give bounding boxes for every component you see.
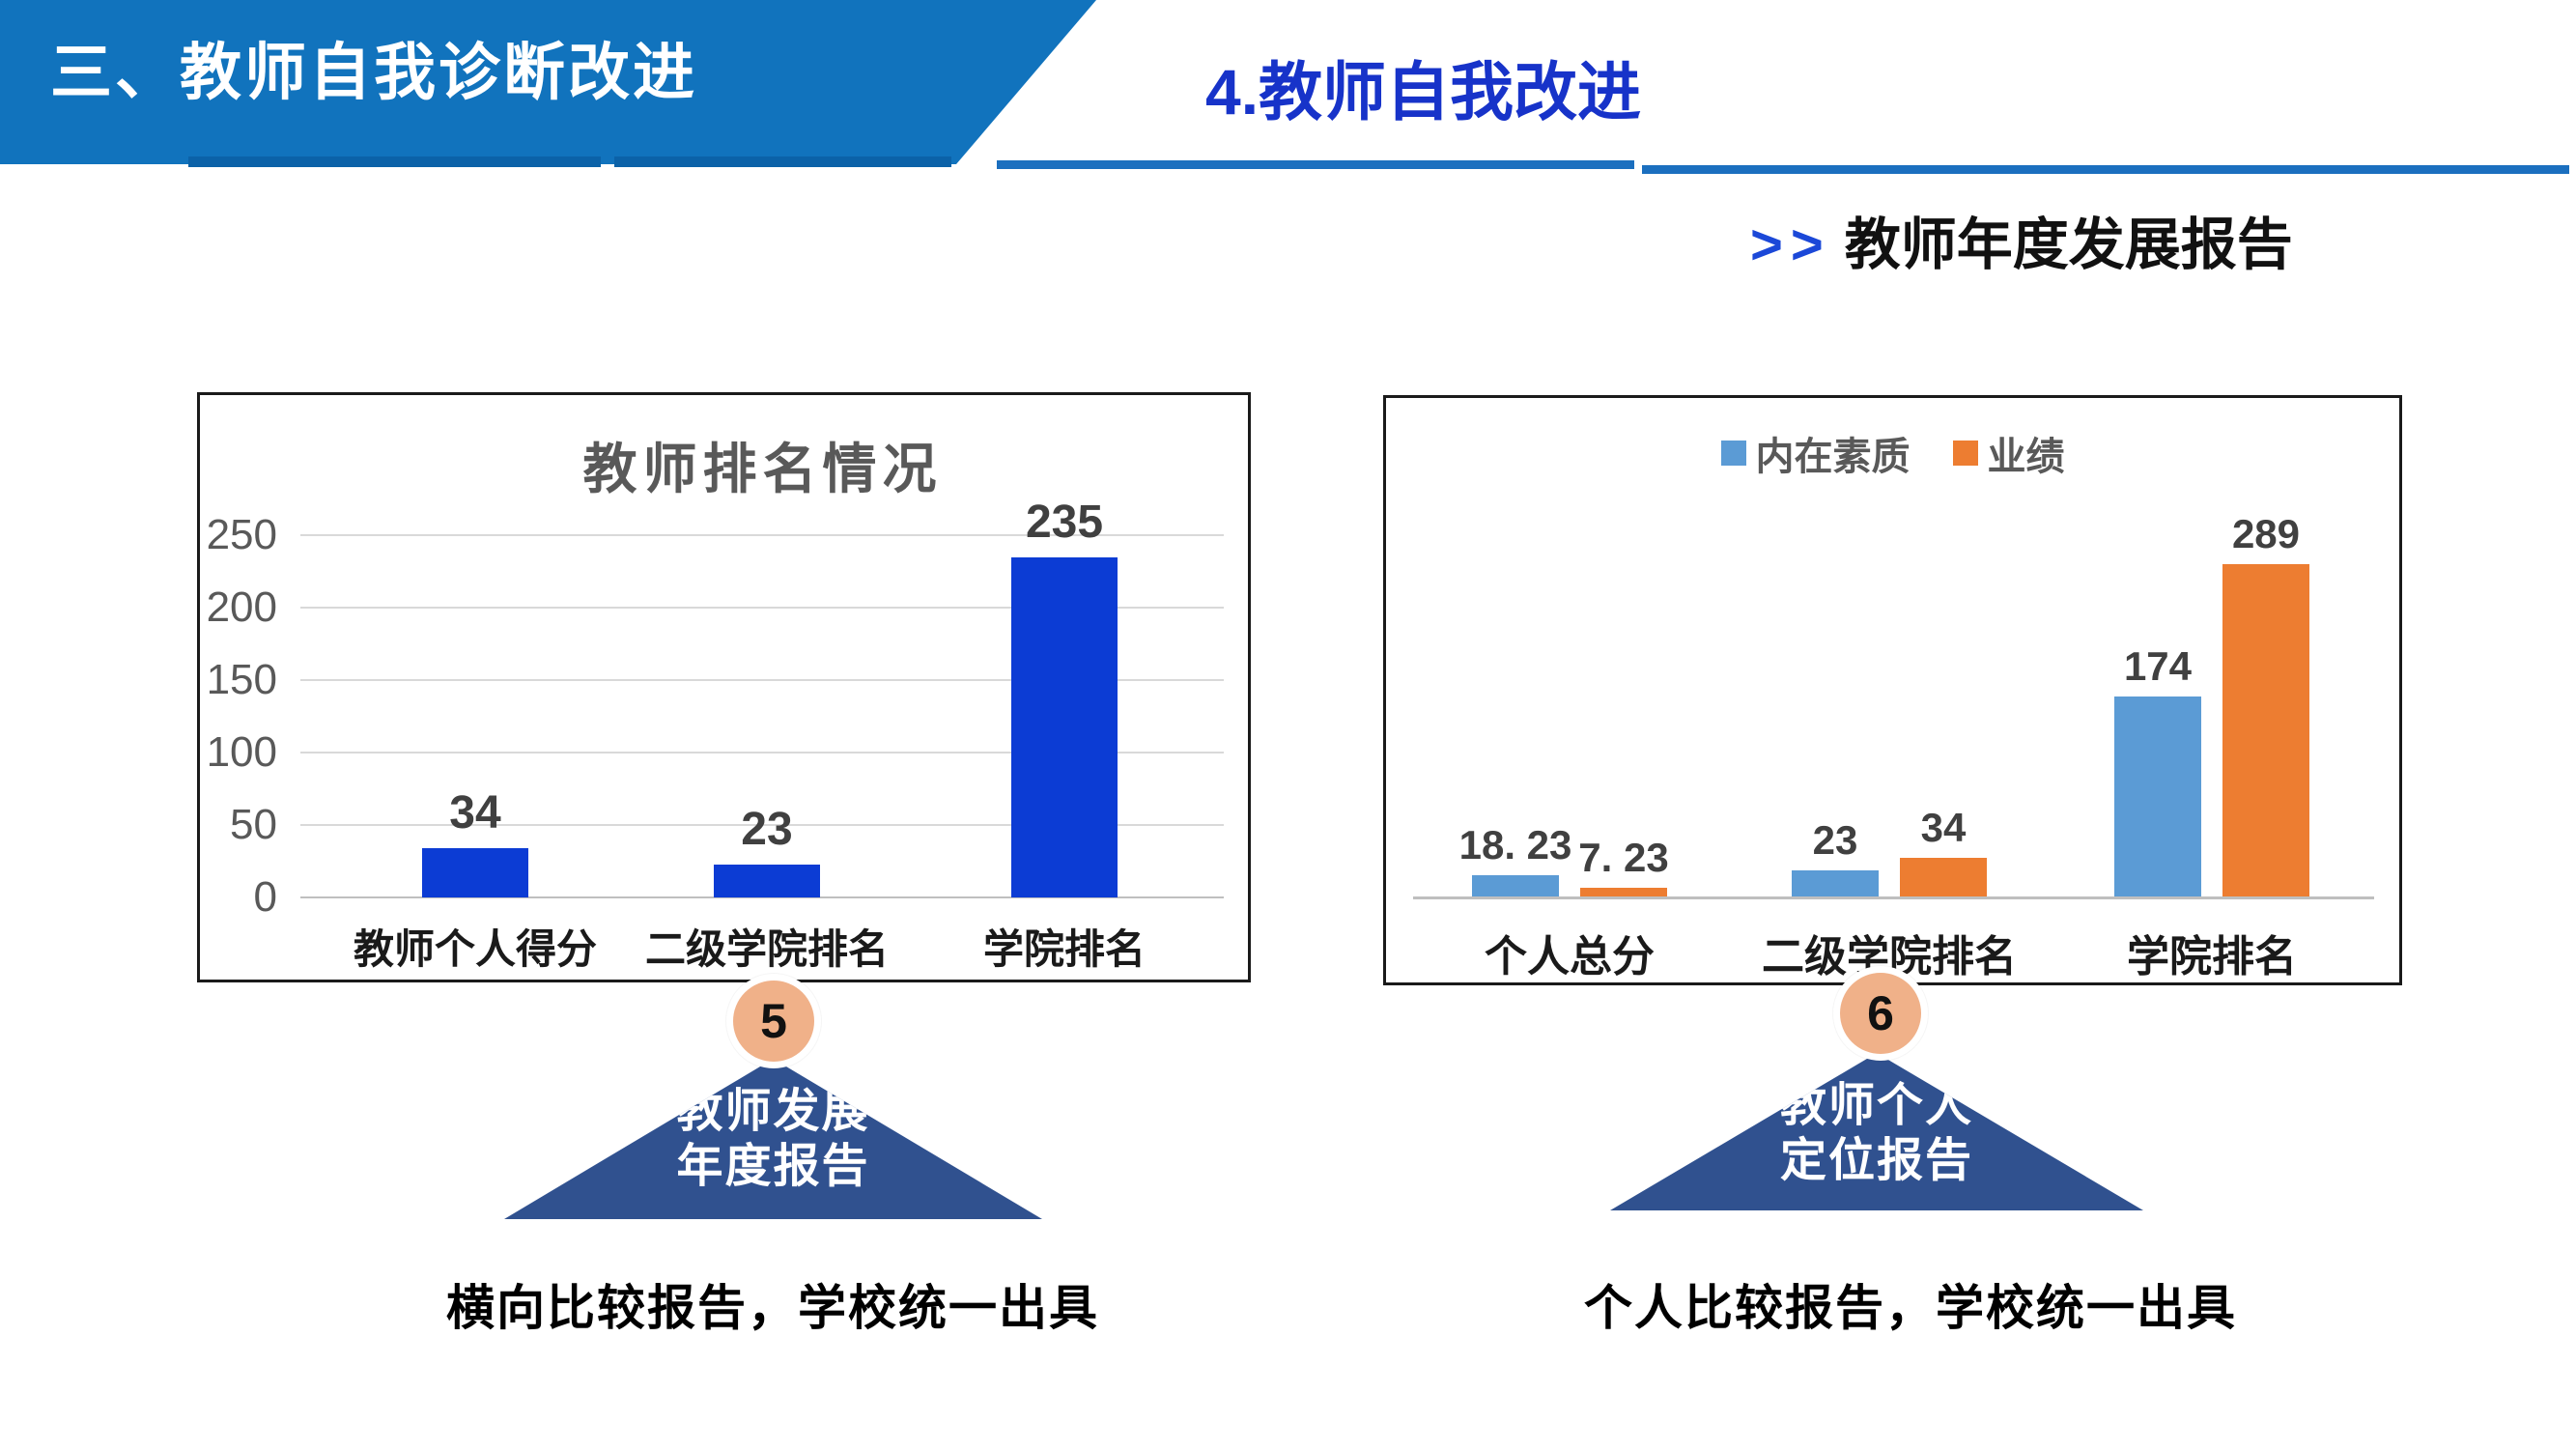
bar [2222,564,2309,896]
gridline [300,752,1224,753]
bar-value-label: 289 [2231,511,2301,557]
bar [1580,888,1667,896]
banner-underline-strip [614,156,951,167]
bar [422,848,528,897]
bar-value-label: 7. 23 [1578,835,1669,881]
chart-caption: 横向比较报告，学校统一出具 [446,1281,1099,1335]
banner-underline-strip [188,156,601,167]
personal-positioning-chart: 内在素质 业绩 18. 23 7. 23 个人总分 23 34 二级学院排名 174 289 学… [1383,395,2402,985]
callout-label-line1: 教师发展 [676,1086,870,1137]
plot-area: 0 50 100 150 200 250 34 教师个人得分 23 二级学院排名 235 学院排名 [200,395,1248,980]
bar-value-label: 235 [1025,496,1104,548]
legend-swatch-blue [1720,441,1746,466]
step-number-badge: 5 [726,974,821,1068]
bar-value-label: 23 [741,803,793,855]
section-banner: 三、教师自我诊断改进 [0,0,1096,164]
subtitle-rule [1642,165,2569,174]
bar-value-label: 23 [1812,816,1858,863]
bar-value-label: 34 [1920,804,1967,850]
step-number: 5 [760,994,787,1048]
bar [1792,869,1879,896]
x-axis-category-label: 二级学院排名 [644,926,889,972]
subtitle-rule [997,160,1634,169]
chart-title: 教师排名情况 [582,441,943,500]
bar [1011,556,1118,897]
bar-value-label: 174 [2123,642,2193,689]
legend-label: 内在素质 [1755,436,1911,478]
y-axis-tick-label: 0 [253,873,277,921]
bar [1472,875,1559,896]
report-title: 教师年度发展报告 [1844,213,2293,276]
callout-label-line2: 定位报告 [1779,1135,1973,1186]
y-axis-tick-label: 150 [206,656,277,703]
x-axis-category-label: 教师个人得分 [353,926,597,972]
x-axis-category-label: 学院排名 [982,926,1146,972]
gridline [300,607,1224,609]
report-heading: >> 教师年度发展报告 [1750,199,2293,280]
page-subtitle: 4.教师自我改进 [1205,56,1642,128]
bar-value-label: 34 [449,787,501,839]
gridline [300,824,1224,826]
section-title: 三、教师自我诊断改进 [50,38,697,107]
legend-label: 业绩 [1987,436,2065,478]
chart-caption: 个人比较报告，学校统一出具 [1584,1281,2237,1335]
step-number: 6 [1867,986,1894,1040]
gridline [300,679,1224,681]
legend-item: 内在素质 [1720,425,1911,481]
y-axis-tick-label: 50 [230,801,277,848]
bar [2114,696,2201,896]
bar [714,864,820,897]
gridline [300,534,1224,536]
x-axis-line [1413,896,2374,899]
y-axis-tick-label: 200 [206,583,277,631]
callout-label-line2: 年度报告 [676,1141,870,1192]
chevron-right-icon: >> [1750,213,1831,276]
legend-swatch-orange [1952,441,1978,466]
y-axis-tick-label: 250 [206,511,277,558]
y-axis-tick-label: 100 [206,728,277,776]
bar-value-label: 18. 23 [1458,822,1572,868]
step-number-badge: 6 [1833,966,1928,1061]
callout-label: 教师发展 年度报告 [504,1084,1042,1194]
bar [1900,857,1987,896]
callout-triangle: 教师发展 年度报告 [504,1059,1042,1219]
teacher-ranking-chart: 教师排名情况 0 50 100 150 200 250 34 教师个人得分 23 二级学院排名 23… [197,392,1251,982]
callout-label-line1: 教师个人 [1779,1080,1973,1131]
legend-item: 业绩 [1952,425,2065,481]
callout-label: 教师个人 定位报告 [1610,1078,2143,1188]
callout-triangle: 教师个人 定位报告 [1610,1053,2143,1210]
x-axis-category-label: 个人总分 [1485,933,1655,981]
chart-legend: 内在素质 业绩 [1386,425,2399,481]
plot-area: 18. 23 7. 23 个人总分 23 34 二级学院排名 174 289 学院排名 [1386,398,2399,982]
gridline [300,896,1224,898]
x-axis-category-label: 学院排名 [2127,933,2297,981]
